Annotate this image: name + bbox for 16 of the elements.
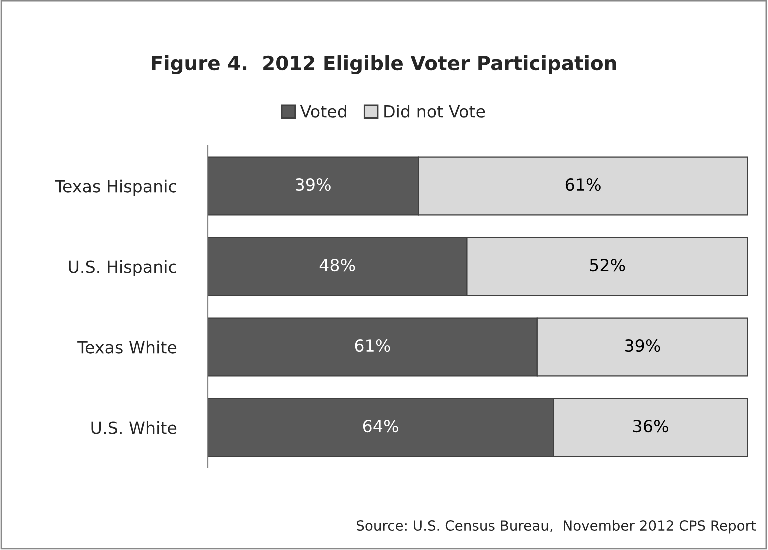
- data-label: 61%: [355, 339, 390, 352]
- data-label: 36%: [634, 420, 668, 433]
- source-note: Source: U.S. Census Bureau, November 2012 CPS Report: [357, 520, 756, 534]
- data-label: 61%: [566, 178, 601, 192]
- y-tick-label: Texas White: [78, 340, 177, 354]
- data-label: 52%: [590, 258, 626, 272]
- data-label: 64%: [363, 420, 398, 433]
- legend-label: Voted: [300, 105, 346, 118]
- chart-title: Figure 4. 2012 Eligible Voter Participation: [152, 56, 616, 74]
- legend-label: Did not Vote: [384, 105, 486, 118]
- y-tick-label: U.S. White: [92, 421, 177, 434]
- y-tick-label: U.S. Hispanic: [69, 260, 176, 277]
- data-label: 48%: [320, 258, 356, 272]
- y-tick-label: Texas Hispanic: [55, 180, 176, 196]
- data-label: 39%: [625, 339, 660, 352]
- data-label: 39%: [296, 178, 331, 192]
